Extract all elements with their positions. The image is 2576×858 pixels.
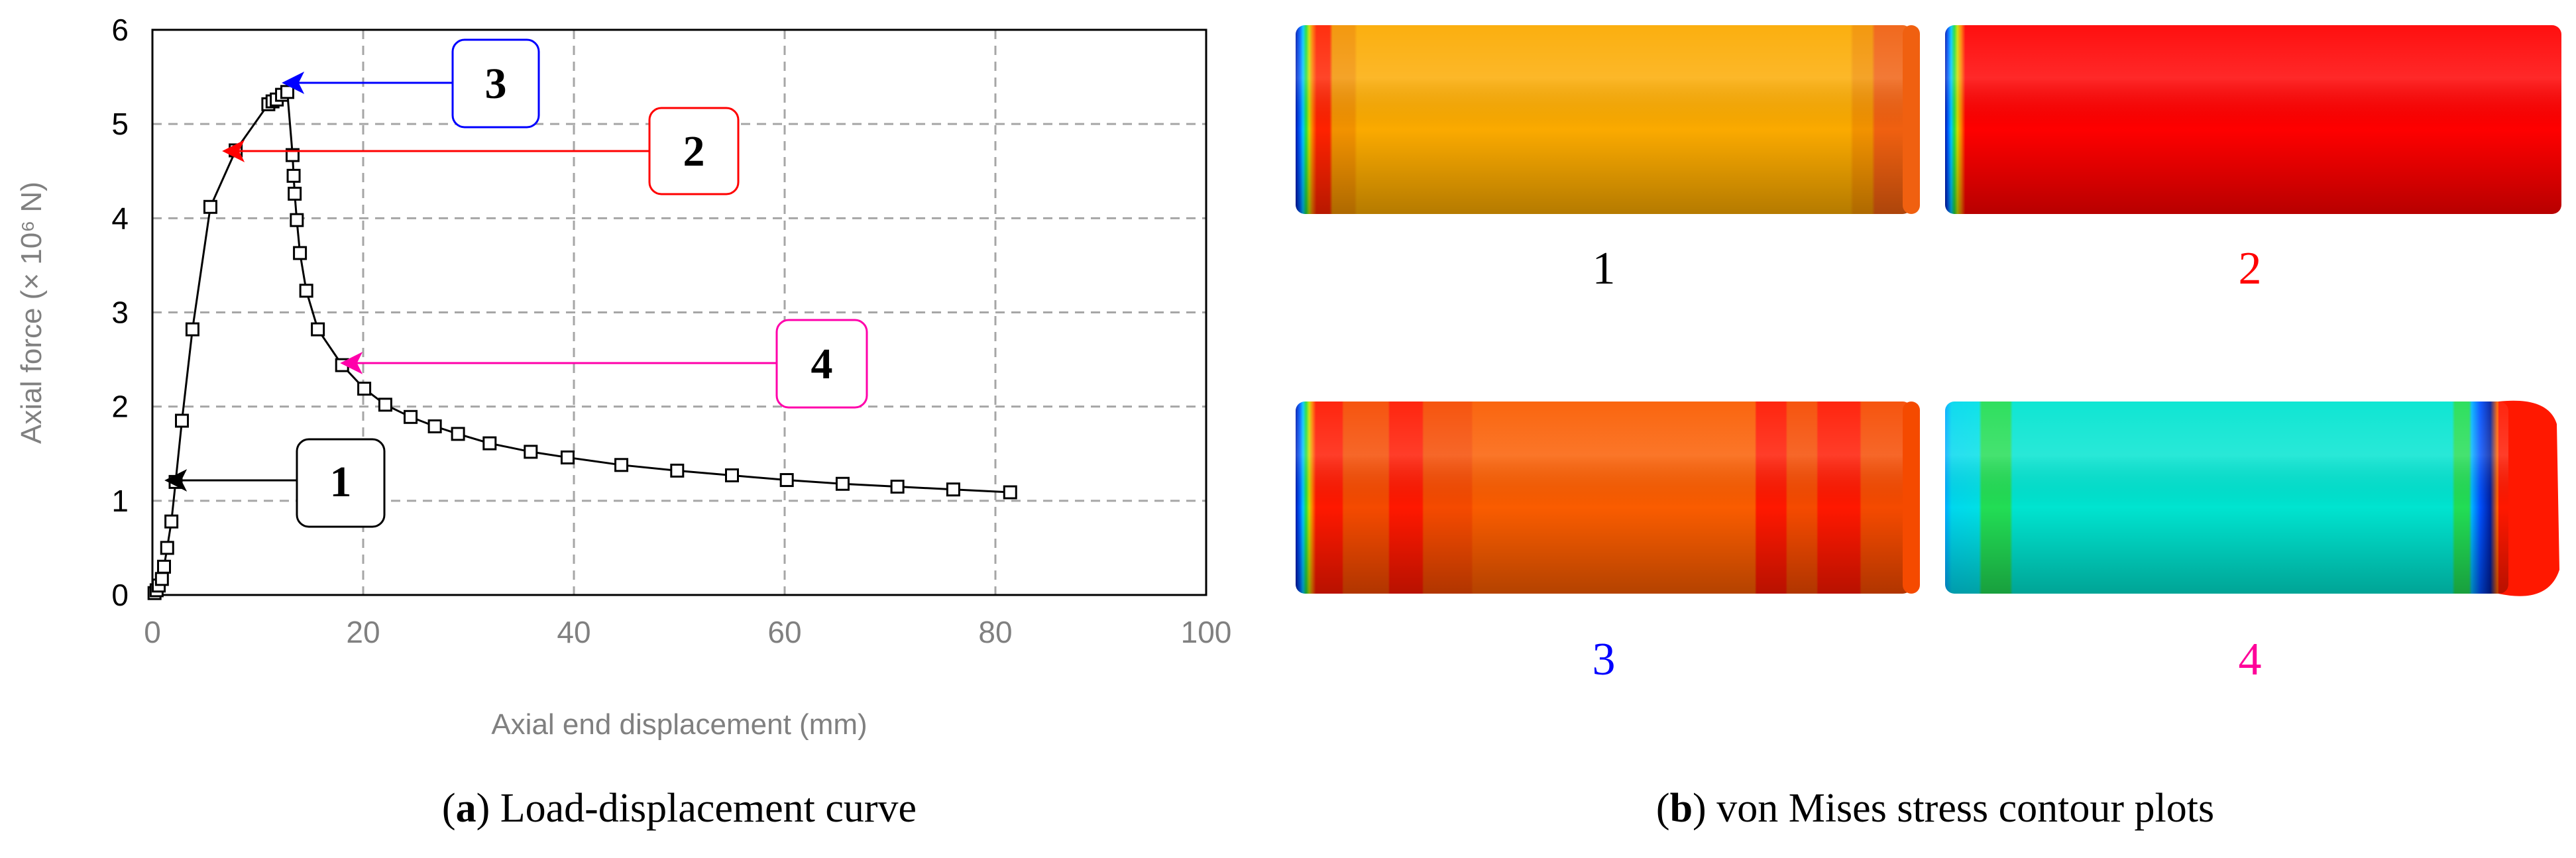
caption-a-text: Load-displacement curve xyxy=(500,786,917,831)
data-point xyxy=(670,463,685,478)
contour-plot-2 xyxy=(1945,25,2561,214)
data-point xyxy=(168,474,183,489)
data-point xyxy=(335,358,349,372)
data-point xyxy=(560,450,575,464)
data-point xyxy=(311,322,325,337)
data-point xyxy=(290,213,304,227)
caption-b-text: von Mises stress contour plots xyxy=(1716,786,2214,831)
series-line xyxy=(153,90,1011,594)
y-axis-label: Axial force (× 10⁶ N) xyxy=(15,182,48,444)
x-axis-label: Axial end displacement (mm) xyxy=(491,708,867,741)
data-point xyxy=(299,284,313,298)
data-point xyxy=(451,427,465,441)
contour-3-end-cap xyxy=(1903,402,1920,594)
data-point xyxy=(835,476,850,491)
annotation-3-box xyxy=(451,38,540,129)
x-tick-label: 80 xyxy=(978,615,1012,649)
annotation-3-label: 3 xyxy=(485,60,507,108)
data-point xyxy=(156,559,171,574)
x-tick-label: 20 xyxy=(346,615,380,649)
contour-4-bulge xyxy=(2498,400,2559,596)
plot-frame xyxy=(151,28,1207,596)
data-point xyxy=(1003,485,1017,500)
data-point xyxy=(286,168,301,183)
contour-4-shading xyxy=(1945,402,2508,594)
x-tick-label: 100 xyxy=(1181,615,1232,649)
data-point xyxy=(614,458,629,472)
contour-2-shading xyxy=(1945,25,2561,214)
data-point xyxy=(293,246,308,260)
contour-plot-1 xyxy=(1296,25,1920,214)
data-point xyxy=(357,382,372,396)
contour-plot-4 xyxy=(1945,400,2559,596)
chart-series xyxy=(147,85,1017,600)
annotation-3: 3 xyxy=(282,38,540,129)
data-point xyxy=(427,419,442,434)
caption-b-letter: b xyxy=(1670,786,1693,831)
data-point xyxy=(203,199,217,214)
data-point xyxy=(160,541,174,555)
caption-b: (b) von Mises stress contour plots xyxy=(1656,786,2214,831)
y-tick-label: 5 xyxy=(111,107,129,141)
data-point xyxy=(288,186,302,201)
contour-4-label: 4 xyxy=(2239,634,2262,685)
annotation-4-box xyxy=(775,319,868,409)
annotation-2-label: 2 xyxy=(683,127,705,176)
data-point xyxy=(280,85,295,99)
annotation-2: 2 xyxy=(222,107,740,195)
data-point xyxy=(185,322,199,337)
contour-plot-3 xyxy=(1296,402,1920,594)
data-point xyxy=(524,445,538,459)
data-point xyxy=(482,436,497,451)
data-point xyxy=(378,398,392,412)
contour-3-shading xyxy=(1296,402,1912,594)
y-tick-label: 3 xyxy=(111,295,129,330)
annotation-1: 1 xyxy=(164,438,386,528)
y-tick-label: 2 xyxy=(111,390,129,424)
annotation-4: 4 xyxy=(340,319,868,409)
contour-1-end-cap xyxy=(1903,25,1920,214)
data-point xyxy=(890,480,905,494)
data-point xyxy=(725,468,739,482)
annotation-2-box xyxy=(648,107,740,195)
x-tick-label: 40 xyxy=(557,615,590,649)
data-point xyxy=(154,572,169,586)
data-point xyxy=(164,514,179,529)
annotation-1-box xyxy=(296,438,386,528)
data-point xyxy=(946,482,960,497)
contour-3-label: 3 xyxy=(1593,634,1616,685)
axis-ticks: 0 20 40 60 80 100 0 1 2 3 4 5 6 xyxy=(111,13,1231,649)
contour-1-shading xyxy=(1296,25,1912,214)
y-tick-label: 4 xyxy=(111,201,129,235)
contour-2-label: 2 xyxy=(2239,243,2262,294)
contour-1-label: 1 xyxy=(1593,243,1616,294)
x-tick-label: 0 xyxy=(144,615,161,649)
load-displacement-chart: 0 20 40 60 80 100 0 1 2 3 4 5 6 Axial end displaceme… xyxy=(15,13,1231,741)
y-tick-label: 6 xyxy=(111,13,129,47)
y-tick-label: 1 xyxy=(111,484,129,518)
data-point xyxy=(175,413,190,428)
caption-a: (a) Load-displacement curve xyxy=(442,786,917,831)
x-tick-label: 60 xyxy=(767,615,801,649)
y-tick-label: 0 xyxy=(111,578,129,612)
annotation-4-label: 4 xyxy=(811,340,833,388)
data-point xyxy=(779,473,794,488)
data-point xyxy=(285,148,300,162)
caption-a-letter: a xyxy=(456,786,476,831)
annotation-1-label: 1 xyxy=(330,458,352,506)
data-point xyxy=(404,409,418,424)
